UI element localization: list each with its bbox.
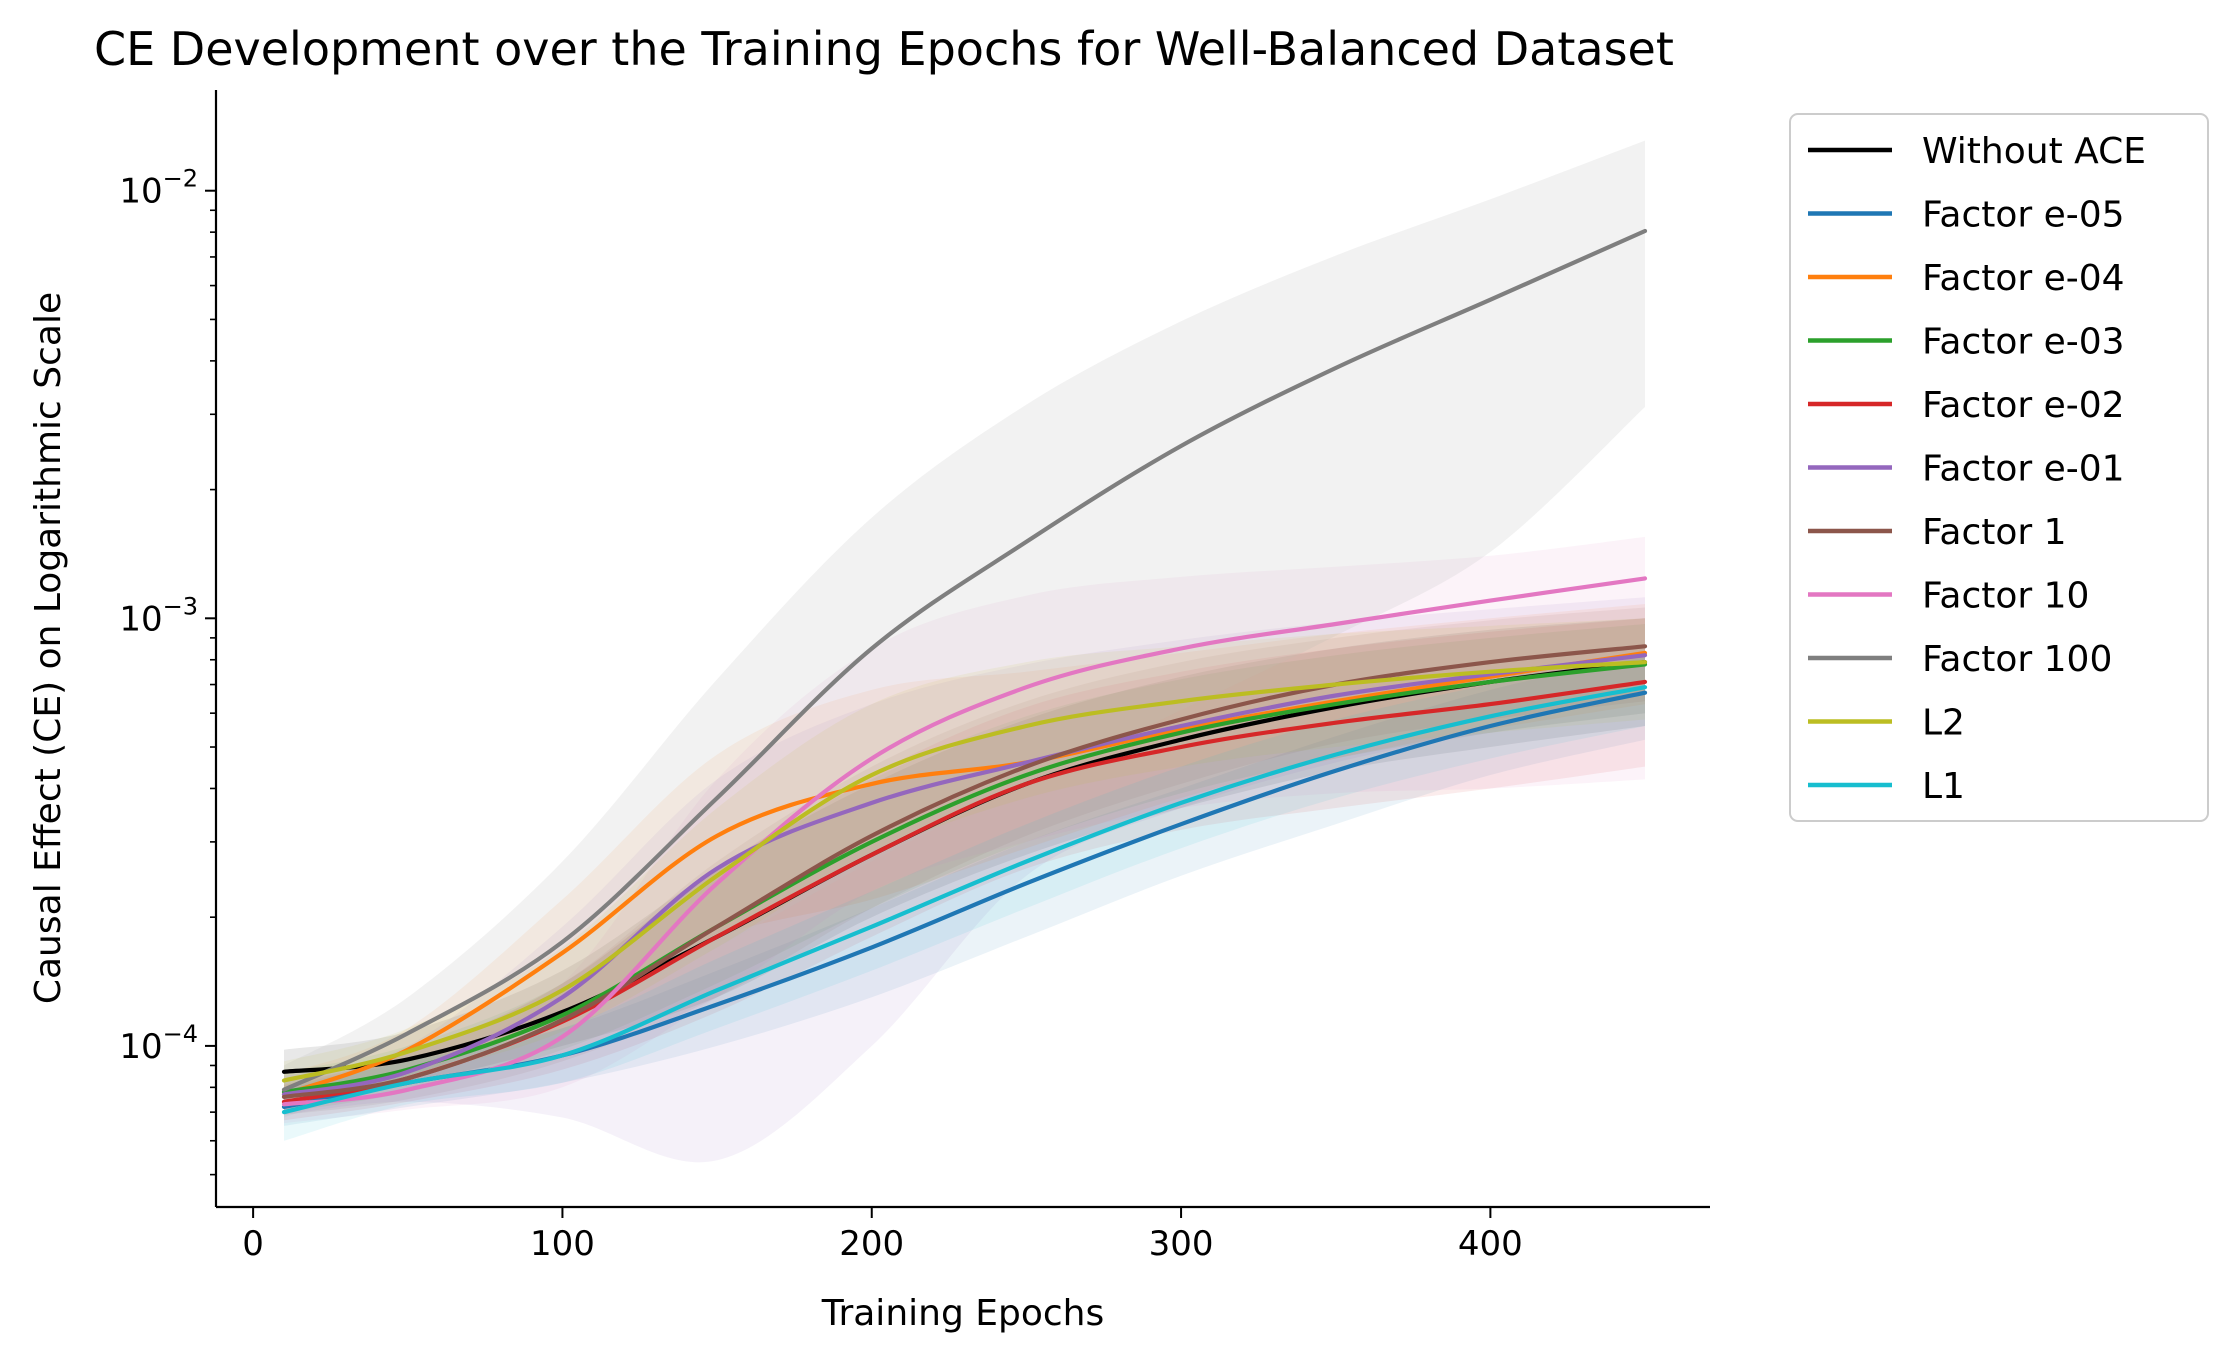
line-series-9: [281, 660, 1648, 1083]
series-lines: [281, 228, 1648, 1115]
line-series-2: [281, 650, 1648, 1097]
band-series-7: [284, 536, 1645, 1124]
band-series-5: [284, 597, 1645, 1163]
x-tick-label-2: 200: [839, 1224, 904, 1264]
x-axis-label: Training Epochs: [821, 1293, 1104, 1334]
x-tick-label-4: 400: [1458, 1224, 1523, 1264]
legend-frame: [1789, 113, 2209, 822]
band-series-10: [284, 657, 1645, 1141]
legend-label-4: Factor e-02: [1922, 385, 2125, 426]
y-axis-label: Causal Effect (CE) on Logarithmic Scale: [28, 292, 69, 1004]
y-ticks: 10−4 10−3 10−2: [119, 165, 216, 1176]
legend-label-6: Factor 1: [1922, 512, 2067, 553]
legend: Without ACE Factor e-05 Factor e-04 Factor …: [1789, 113, 2209, 822]
x-tick-label-1: 100: [530, 1224, 595, 1264]
legend-label-7: Factor 10: [1922, 576, 2089, 617]
line-series-8: [281, 228, 1648, 1092]
line-series-3: [281, 662, 1648, 1095]
x-ticks: 0 100 200 300 400: [242, 1207, 1523, 1264]
legend-items: Without ACE Factor e-05 Factor e-04 Factor …: [1808, 131, 2146, 807]
line-series-5: [281, 653, 1648, 1097]
y-tick-label-1: 10−3: [119, 592, 198, 639]
legend-label-8: Factor 100: [1922, 639, 2112, 680]
band-series-4: [284, 618, 1645, 1121]
legend-label-10: L1: [1922, 766, 1965, 807]
legend-label-2: Factor e-04: [1922, 258, 2125, 299]
band-series-0: [284, 618, 1645, 1092]
band-series-2: [284, 604, 1645, 1113]
legend-label-5: Factor e-01: [1922, 449, 2125, 490]
legend-label-0: Without ACE: [1922, 131, 2146, 172]
band-series-1: [284, 655, 1645, 1126]
line-series-10: [281, 685, 1648, 1115]
legend-label-3: Factor e-03: [1922, 322, 2125, 363]
axes: [214, 90, 1710, 1209]
chart-title: CE Development over the Training Epochs …: [94, 22, 1674, 76]
y-tick-label-2: 10−2: [119, 165, 198, 212]
x-tick-label-3: 300: [1149, 1224, 1214, 1264]
legend-label-9: L2: [1922, 703, 1965, 744]
confidence-bands: [284, 140, 1645, 1163]
x-tick-label-0: 0: [242, 1224, 264, 1264]
y-tick-label-0: 10−4: [119, 1020, 198, 1067]
legend-label-1: Factor e-05: [1922, 195, 2125, 236]
line-series-6: [281, 644, 1648, 1099]
line-series-7: [281, 576, 1648, 1107]
